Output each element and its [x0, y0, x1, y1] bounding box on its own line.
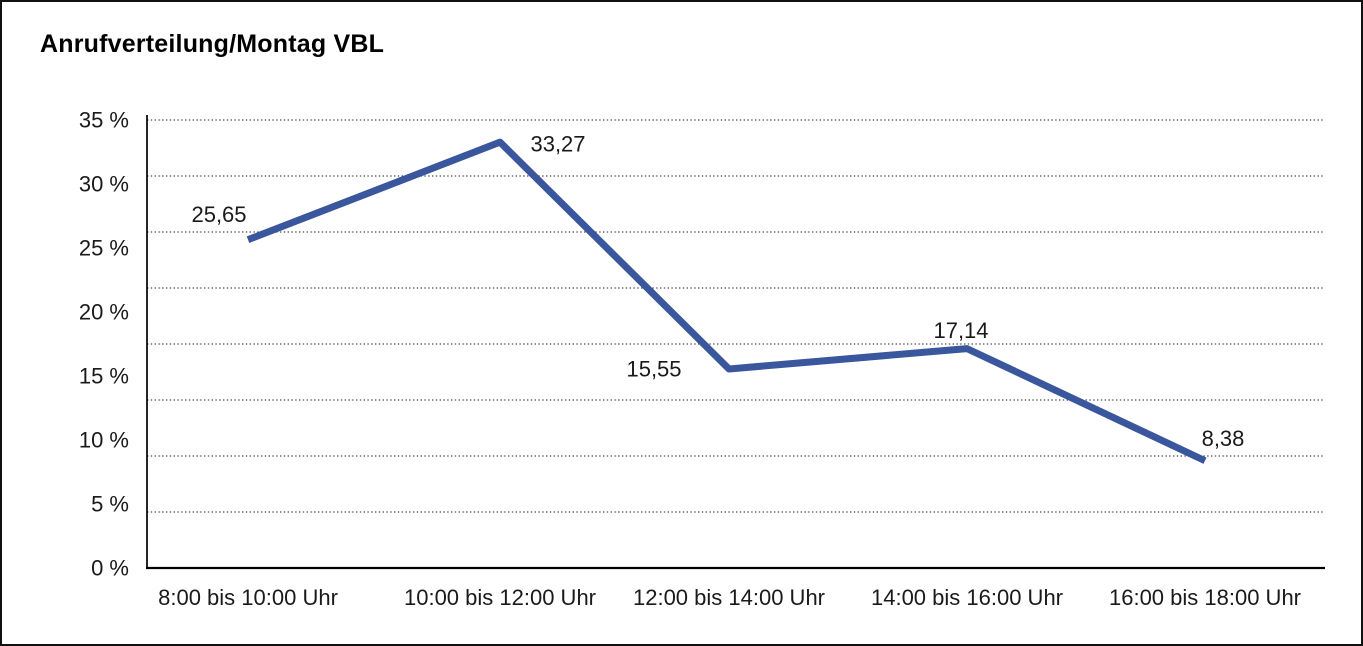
y-tick-label: 10 %: [79, 428, 129, 453]
y-tick-label: 15 %: [79, 364, 129, 389]
y-tick-label: 25 %: [79, 236, 129, 261]
y-tick-label: 35 %: [79, 108, 129, 133]
data-point-label: 15,55: [626, 356, 681, 381]
y-tick-label: 0 %: [91, 556, 129, 581]
data-point-label: 25,65: [191, 202, 246, 227]
data-point-label: 17,14: [933, 318, 988, 343]
chart-title: Anrufverteilung/Montag VBL: [40, 30, 385, 58]
x-tick-label: 16:00 bis 18:00 Uhr: [1109, 585, 1301, 610]
x-tick-label: 14:00 bis 16:00 Uhr: [871, 585, 1063, 610]
y-tick-label: 30 %: [79, 172, 129, 197]
data-point-label: 8,38: [1202, 426, 1245, 451]
y-tick-label: 20 %: [79, 300, 129, 325]
data-series-line: [246, 138, 1207, 464]
y-tick-label: 5 %: [91, 492, 129, 517]
data-point-label: 33,27: [530, 132, 585, 157]
x-tick-label: 10:00 bis 12:00 Uhr: [404, 585, 596, 610]
x-tick-label: 8:00 bis 10:00 Uhr: [158, 585, 338, 610]
x-tick-label: 12:00 bis 14:00 Uhr: [633, 585, 825, 610]
